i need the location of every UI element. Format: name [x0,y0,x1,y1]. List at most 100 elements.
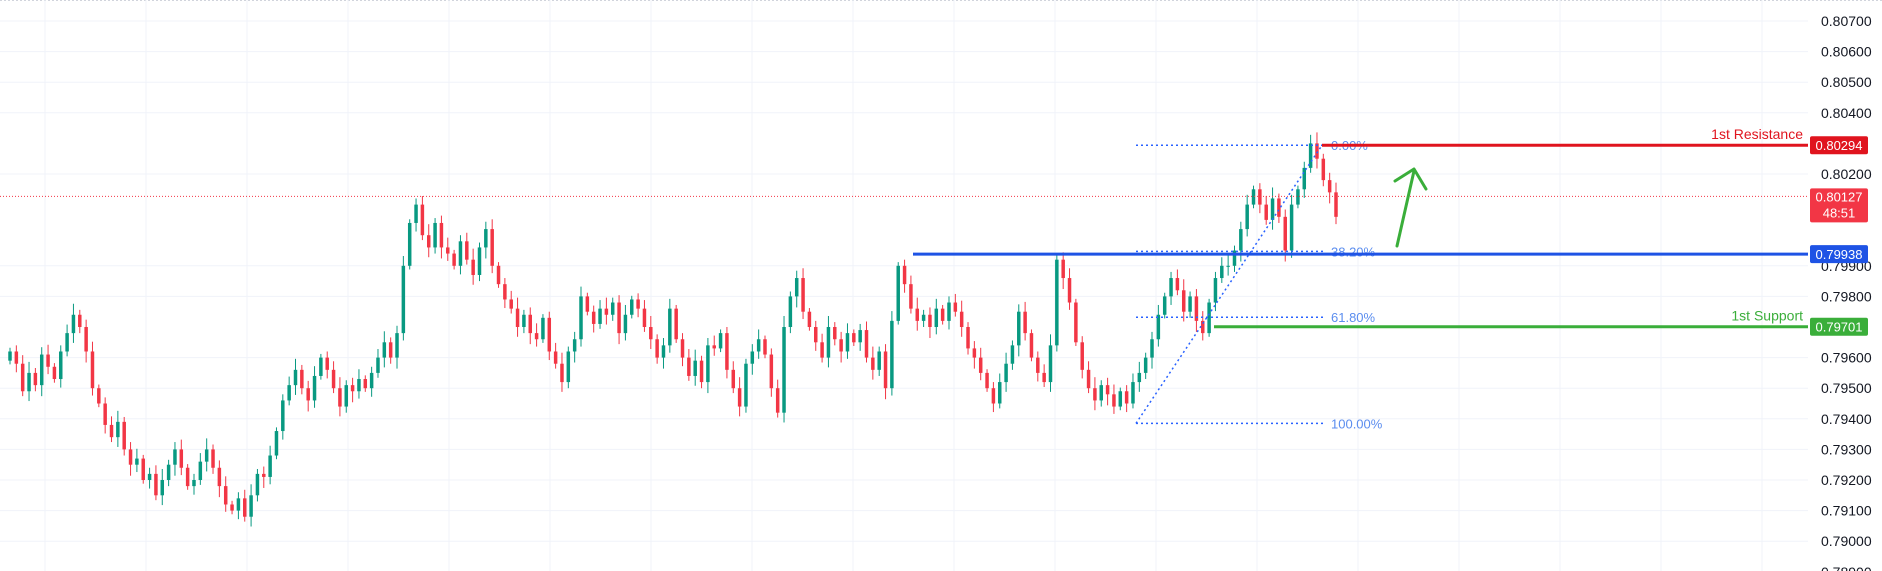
candle [1004,352,1008,392]
candle [1042,364,1046,387]
candle-body [268,455,272,477]
candle [1099,380,1103,407]
candle [833,322,837,346]
candle-body [623,314,628,334]
candle-body [649,327,653,340]
candle [1029,329,1034,362]
candle-body [991,388,996,404]
candle [991,382,996,413]
candle [109,416,114,443]
candle [668,298,672,353]
candle-body [388,342,393,358]
candle [1251,185,1256,209]
candle [274,427,279,460]
candle [890,311,894,396]
candle [382,331,387,368]
candle [217,460,222,498]
candle [331,361,336,394]
svg-text:0.79938: 0.79938 [1816,247,1863,262]
candle [39,347,44,397]
candle-body [1315,143,1319,159]
candle [642,300,647,332]
candle [915,297,920,331]
candle [8,347,12,365]
svg-text:0.80127: 0.80127 [1816,189,1863,204]
candle-body [1296,189,1300,205]
candle-body [1042,372,1046,383]
candle [65,324,69,357]
candle-body [1207,302,1211,334]
candle [814,320,818,351]
candle-body [1029,333,1034,358]
fibonacci-retracement[interactable]: 0.00% 38.20% 61.80% 100.00% [1135,138,1383,431]
candle-body [630,299,634,315]
candle [46,344,50,375]
candle-body [1061,259,1065,279]
candle-body [439,222,444,248]
candle [103,397,107,434]
support-label: 1st Support [1731,308,1803,324]
candle-body [902,265,907,285]
candle [452,249,456,270]
candle-body [1118,391,1123,407]
candle-body [458,241,463,266]
candle [185,464,190,490]
candle [1296,185,1300,209]
candle [401,256,406,341]
candle-body [642,308,647,327]
candle [585,292,590,316]
candle [300,364,304,395]
candle-body [1321,158,1326,181]
candle [1277,193,1281,223]
price-tick-label: 0.80500 [1821,74,1872,90]
candle [674,304,678,343]
candle-body [1302,167,1307,190]
candle-body [934,308,939,327]
candle [439,215,444,259]
candle-body [1327,180,1332,193]
candle-body [858,330,862,343]
price-axis[interactable]: 0.807000.806000.805000.804000.802000.799… [1821,13,1872,571]
price-tick-label: 0.79000 [1821,533,1872,549]
candle [744,358,748,413]
candle [972,341,977,369]
candle-body [287,385,291,401]
candle-body [921,314,926,321]
candle [59,345,63,388]
candle-body [833,327,837,340]
candle-body [65,333,69,352]
candle [312,366,317,408]
candle-body [864,330,869,358]
candle-body [896,265,900,321]
candle [1207,298,1211,337]
candle [166,459,171,487]
candle [1175,269,1180,296]
candle-body [350,385,355,392]
candle-body [788,296,793,327]
candle-body [1213,278,1218,303]
candle [426,224,431,258]
current-price-badge: 0.80127 48:51 [1810,188,1868,223]
candle-body [1226,265,1230,267]
candle [636,293,640,318]
candle-body [39,354,44,386]
candle [363,375,368,392]
candle-body [1150,339,1154,358]
candle [1194,289,1199,332]
candle-body [300,369,304,389]
candle-body [1232,250,1237,266]
candle-body [1023,311,1027,334]
candle-body [357,379,361,392]
price-tick-label: 0.79400 [1821,411,1872,427]
candle [1308,134,1313,173]
candle [198,453,203,485]
candle [90,341,95,396]
candle-body [59,351,63,380]
candle-body [185,467,190,487]
candle [852,329,856,346]
candle-body [528,314,532,334]
candle-body [306,388,310,401]
candle-body [534,333,539,340]
candle-body [33,372,38,386]
